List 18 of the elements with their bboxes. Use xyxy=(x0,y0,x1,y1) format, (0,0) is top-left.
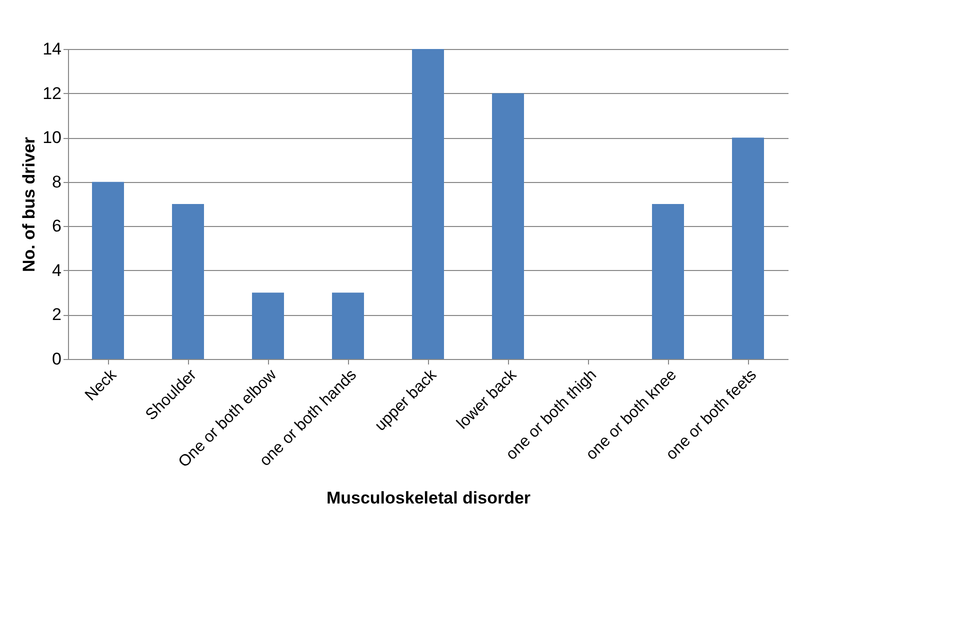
bar xyxy=(172,204,204,359)
y-tick-label: 8 xyxy=(52,172,62,192)
bar xyxy=(92,182,124,359)
bar xyxy=(332,292,364,359)
bar xyxy=(412,49,444,359)
bar xyxy=(732,138,764,359)
y-tick-label: 14 xyxy=(42,40,62,58)
bar xyxy=(492,93,524,359)
y-tick-label: 10 xyxy=(42,128,62,148)
y-tick-label: 0 xyxy=(52,350,62,368)
y-tick-label: 2 xyxy=(52,305,62,324)
y-tick-label: 6 xyxy=(52,216,62,236)
y-tick-label: 4 xyxy=(52,260,62,280)
y-tick-label: 12 xyxy=(42,84,62,103)
bar xyxy=(252,292,284,359)
y-axis-title: No. of bus driver xyxy=(20,136,39,272)
x-axis-title: Musculoskeletal disorder xyxy=(326,488,531,508)
bar xyxy=(652,204,684,359)
